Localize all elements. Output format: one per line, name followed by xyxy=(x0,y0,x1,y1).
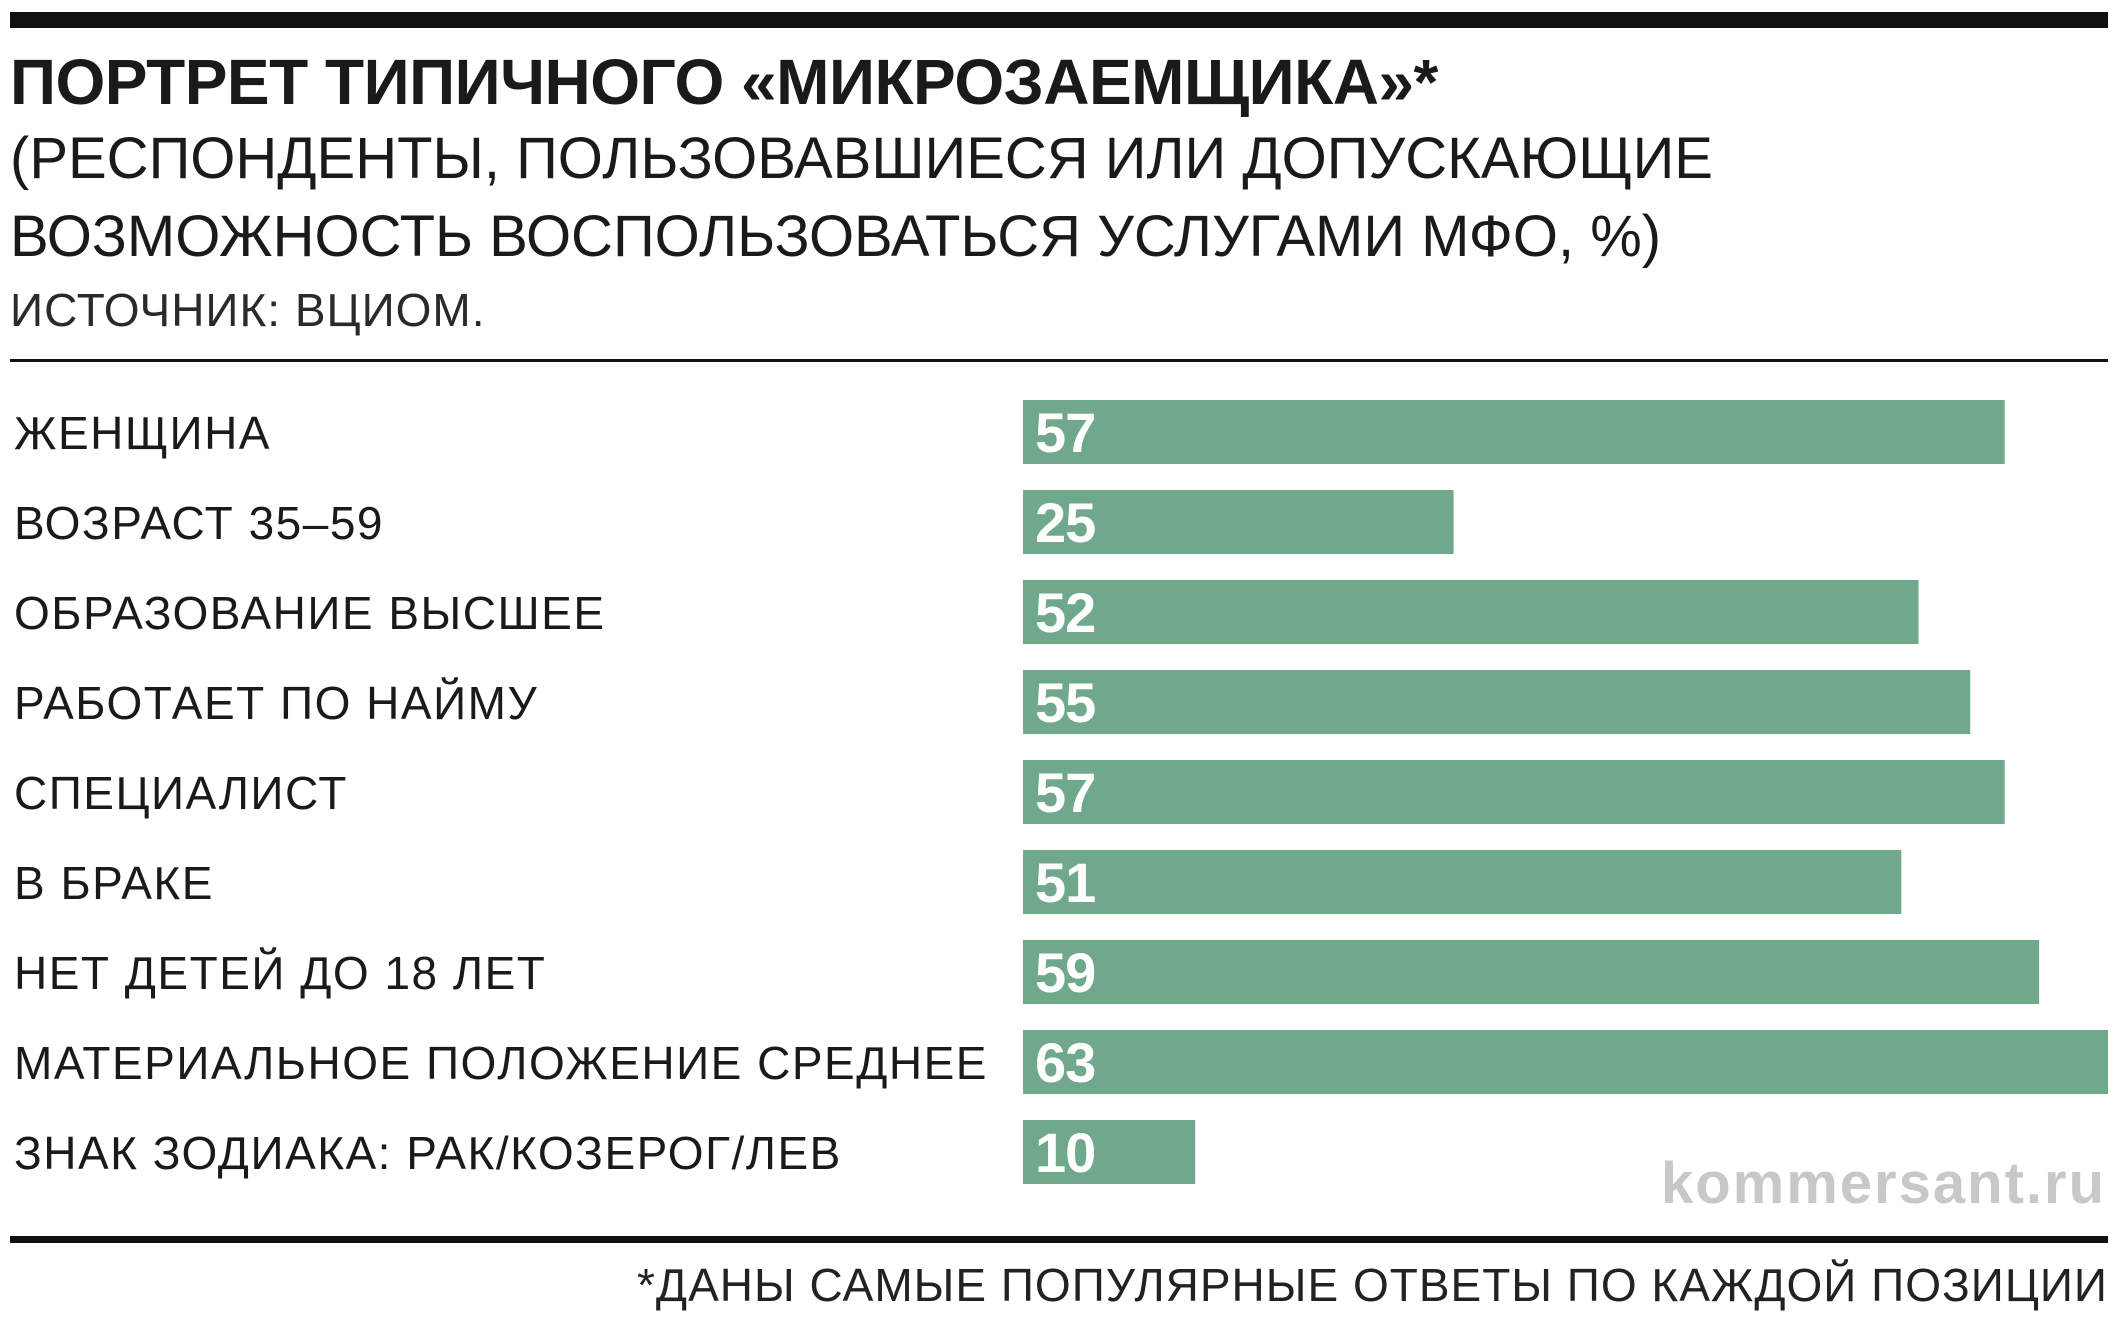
bar-value-label: 51 xyxy=(1035,851,1095,914)
bar-value-label: 59 xyxy=(1035,941,1095,1004)
category-label: ВОЗРАСТ 35–59 xyxy=(14,497,384,549)
bar-value-label: 10 xyxy=(1035,1121,1095,1184)
category-label: В БРАКЕ xyxy=(14,857,214,909)
footnote: *ДАНЫ САМЫЕ ПОПУЛЯРНЫЕ ОТВЕТЫ ПО КАЖДОЙ … xyxy=(637,1259,2108,1311)
category-label: НЕТ ДЕТЕЙ ДО 18 ЛЕТ xyxy=(14,947,546,999)
bar-value-label: 52 xyxy=(1035,581,1095,644)
watermark: kommersant.ru xyxy=(1660,1151,2106,1216)
chart-title: ПОРТРЕТ ТИПИЧНОГО «МИКРОЗАЕМЩИКА»* xyxy=(10,46,1438,118)
category-label: ОБРАЗОВАНИЕ ВЫСШЕЕ xyxy=(14,587,606,639)
top-rule xyxy=(10,12,2108,28)
divider xyxy=(10,359,2108,362)
bar-value-label: 55 xyxy=(1035,671,1095,734)
bar-value-label: 57 xyxy=(1035,761,1095,824)
category-label: ЖЕНЩИНА xyxy=(14,407,271,459)
category-label: МАТЕРИАЛЬНОЕ ПОЛОЖЕНИЕ СРЕДНЕЕ xyxy=(14,1037,988,1089)
chart-source: ИСТОЧНИК: ВЦИОМ. xyxy=(10,284,486,336)
bottom-rule xyxy=(10,1236,2108,1243)
bar-value-label: 63 xyxy=(1035,1031,1095,1094)
category-label: СПЕЦИАЛИСТ xyxy=(14,767,348,819)
bar-chart: ЖЕНЩИНА 57 ВОЗРАСТ 35–59 25 ОБРАЗОВАНИЕ ВЫСШ… xyxy=(14,400,2108,1184)
bar xyxy=(1023,400,2005,464)
category-label: РАБОТАЕТ ПО НАЙМУ xyxy=(14,677,538,729)
bar xyxy=(1023,1120,1196,1184)
bar xyxy=(1023,760,2005,824)
chart-subtitle: (РЕСПОНДЕНТЫ, ПОЛЬЗОВАВШИЕСЯ ИЛИ ДОПУСКА… xyxy=(10,126,1713,269)
bar xyxy=(1023,1030,2108,1094)
category-label: ЗНАК ЗОДИАКА: РАК/КОЗЕРОГ/ЛЕВ xyxy=(14,1127,842,1179)
bar xyxy=(1023,580,1919,644)
bar xyxy=(1023,940,2040,1004)
bar-value-label: 57 xyxy=(1035,401,1095,464)
bar xyxy=(1023,850,1902,914)
bar xyxy=(1023,490,1454,554)
bar-value-label: 25 xyxy=(1035,491,1095,554)
bar xyxy=(1023,670,1971,734)
